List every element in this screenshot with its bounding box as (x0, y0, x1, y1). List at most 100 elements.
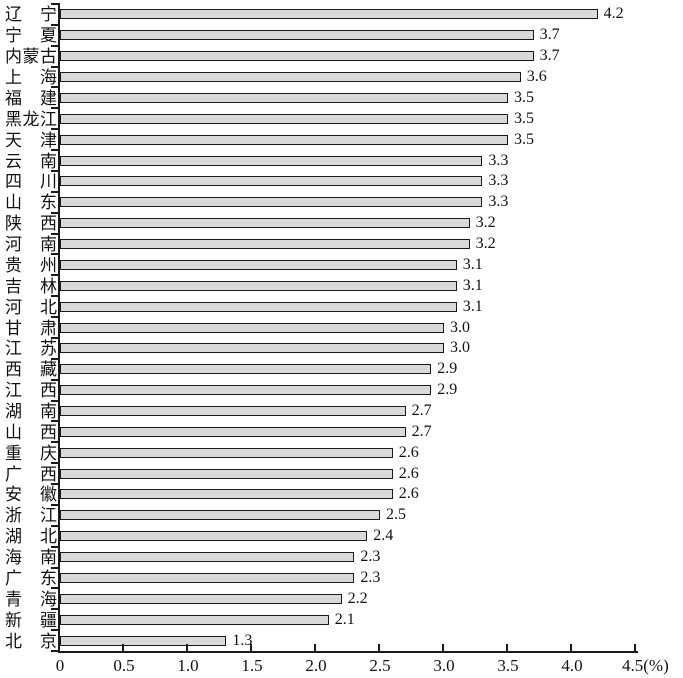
value-label: 3.1 (462, 297, 483, 315)
value-label: 2.1 (334, 610, 355, 628)
category-label-char: 辽 (5, 5, 22, 25)
category-label-char: 湖 (5, 401, 22, 421)
x-axis-tick-label: 4.5(%) (622, 656, 669, 675)
bar (60, 280, 457, 291)
value-label: 1.3 (232, 631, 253, 649)
x-axis-tick (250, 644, 252, 652)
category-label-char: 四 (5, 172, 22, 192)
category-label-char: 龙 (22, 109, 40, 129)
category-label-char: 夏 (40, 26, 57, 46)
y-axis-tick (51, 3, 59, 5)
y-axis-tick (51, 169, 59, 172)
category-label-char: 重 (5, 443, 22, 463)
y-axis-tick (51, 587, 59, 590)
category-label: 江苏 (5, 340, 57, 357)
bar (60, 155, 483, 166)
category-label: 四川 (5, 173, 57, 190)
bar (60, 468, 393, 479)
category-label-char: 徽 (40, 485, 57, 505)
category-label-char: 新 (5, 610, 22, 630)
bar (60, 426, 406, 437)
category-label: 云南 (5, 153, 57, 170)
value-label: 2.2 (347, 589, 368, 607)
y-axis-tick (51, 608, 59, 611)
category-label: 河北 (5, 299, 57, 316)
value-label: 2.9 (437, 381, 458, 399)
x-axis-tick (506, 644, 508, 652)
category-label-char: 苏 (40, 339, 57, 359)
category-label-char: 湖 (5, 527, 22, 547)
category-label-char: 广 (5, 464, 22, 484)
category-label: 福建 (5, 90, 57, 107)
value-label: 2.6 (398, 443, 419, 461)
value-label: 3.1 (462, 276, 483, 294)
category-label-char: 宁 (40, 5, 57, 25)
y-axis-tick (51, 357, 59, 360)
category-label-char: 甘 (5, 318, 22, 338)
bar (60, 301, 457, 312)
bar (60, 92, 508, 103)
category-label-char: 海 (40, 589, 57, 609)
category-label-char: 西 (40, 381, 57, 401)
y-axis-tick (51, 65, 59, 68)
value-label: 3.2 (475, 214, 496, 232)
value-label: 2.6 (398, 485, 419, 503)
x-axis-tick-label: 3.0 (433, 656, 455, 675)
category-label: 安徽 (5, 486, 57, 503)
category-label-char: 江 (5, 381, 22, 401)
category-label-char: 南 (40, 235, 57, 255)
x-axis-tick (442, 644, 444, 652)
y-axis-tick (51, 44, 59, 47)
bar (60, 385, 432, 396)
category-label: 山东 (5, 194, 57, 211)
category-label-char: 北 (40, 297, 57, 317)
bar (60, 552, 355, 563)
category-label-char: 河 (5, 235, 22, 255)
y-axis-tick (51, 86, 59, 89)
category-label: 吉林 (5, 278, 57, 295)
category-label-char: 疆 (40, 610, 57, 630)
category-label-char: 林 (40, 276, 57, 296)
bar (60, 343, 444, 354)
value-label: 2.7 (411, 401, 432, 419)
bar (60, 72, 521, 83)
category-label-char: 南 (40, 548, 57, 568)
category-label: 广东 (5, 570, 57, 587)
category-label-char: 西 (40, 422, 57, 442)
category-label: 广西 (5, 466, 57, 483)
category-label-char: 内 (5, 47, 22, 67)
y-axis-line (58, 3, 60, 653)
value-label: 2.7 (411, 422, 432, 440)
category-label-char: 西 (5, 360, 22, 380)
category-label: 江西 (5, 382, 57, 399)
category-label-char: 青 (5, 589, 22, 609)
value-label: 2.5 (386, 506, 406, 524)
category-label-char: 海 (40, 68, 57, 88)
category-label-char: 吉 (5, 276, 22, 296)
y-axis-tick (51, 399, 59, 402)
category-label: 北京 (5, 633, 57, 650)
y-axis-tick (51, 149, 59, 152)
category-label: 浙江 (5, 507, 57, 524)
bar (60, 30, 534, 41)
category-label-char: 庆 (40, 443, 57, 463)
category-label-char: 浙 (5, 506, 22, 526)
value-label: 3.5 (514, 130, 534, 148)
y-axis-tick (51, 503, 59, 506)
y-axis-tick (51, 524, 59, 527)
category-label-char: 江 (40, 109, 57, 129)
bar (60, 635, 227, 646)
value-label: 3.3 (488, 193, 509, 211)
bar (60, 322, 444, 333)
category-label-char: 南 (40, 401, 57, 421)
value-label: 4.2 (603, 5, 624, 23)
category-label: 山西 (5, 424, 57, 441)
y-axis-tick (51, 128, 59, 131)
category-label: 河南 (5, 236, 57, 253)
category-label-char: 贵 (5, 255, 22, 275)
category-label-char: 南 (40, 151, 57, 171)
value-label: 3.7 (539, 26, 560, 44)
y-axis-tick (51, 295, 59, 298)
category-label-char: 东 (40, 568, 57, 588)
value-label: 3.1 (462, 255, 483, 273)
